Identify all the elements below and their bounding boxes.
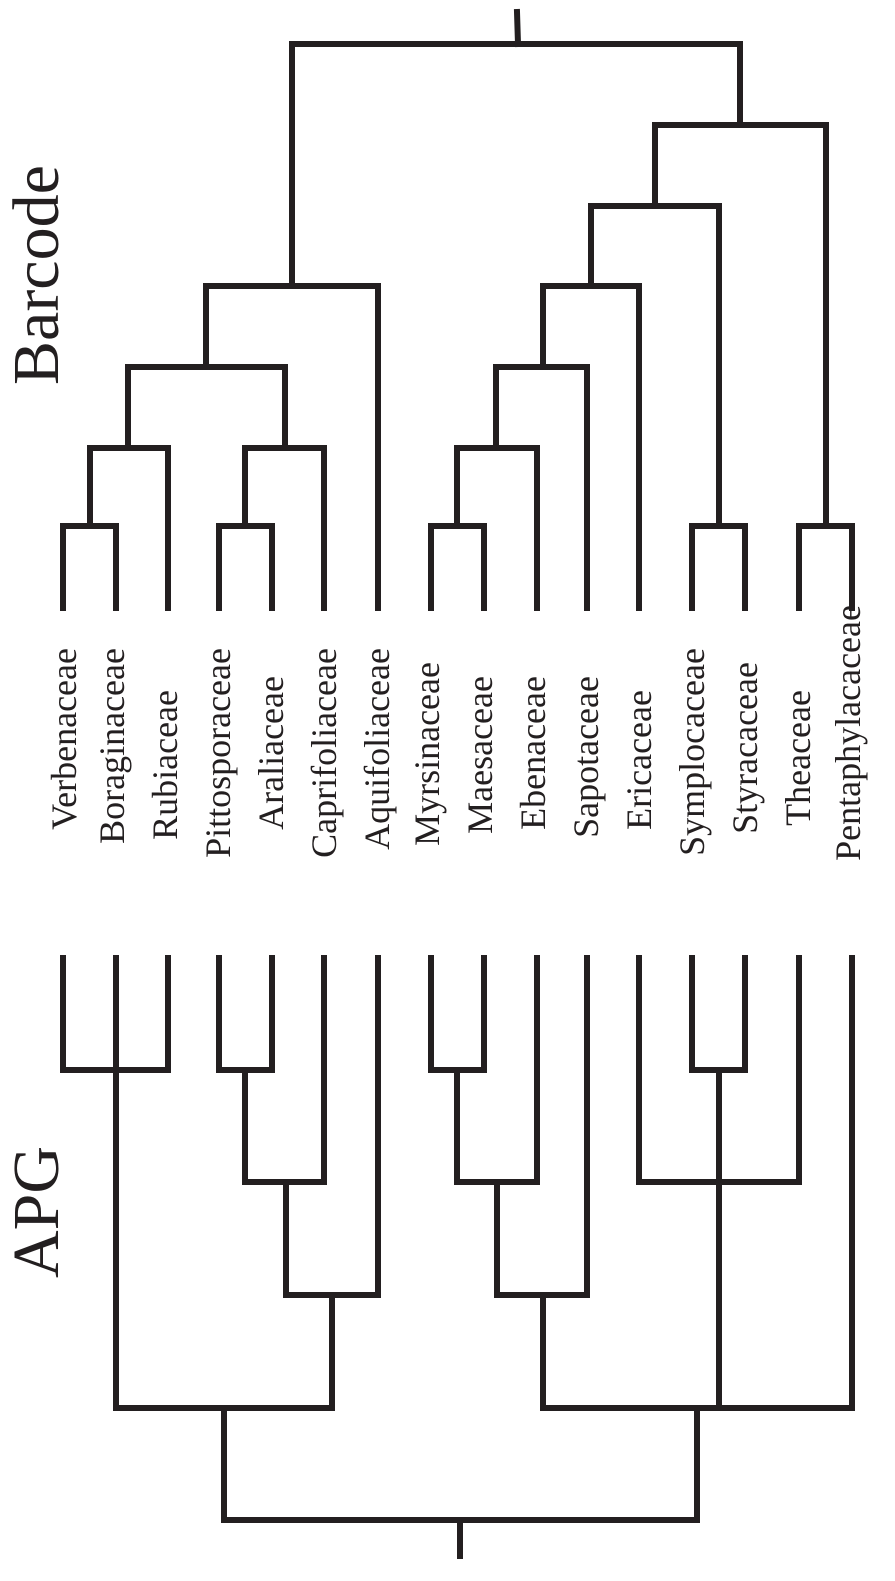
taxon-label: Styracaceae xyxy=(725,662,765,834)
taxon-label: Araliaceae xyxy=(251,676,291,830)
taxon-label: Boraginaceae xyxy=(92,648,132,844)
taxon-label: Rubiaceae xyxy=(145,690,185,840)
barcode-tree-label: Barcode xyxy=(0,165,73,385)
taxon-labels: Verbenaceae Boraginaceae Rubiaceae Pitto… xyxy=(44,605,868,861)
taxon-label: Pentaphylacaceae xyxy=(828,605,868,861)
taxon-label: Symplocaceae xyxy=(672,648,712,856)
taxon-label: Ebenaceae xyxy=(513,676,553,830)
taxon-label: Maesaceae xyxy=(460,676,500,834)
taxon-label: Sapotaceae xyxy=(566,676,606,838)
apg-tree xyxy=(60,955,855,1559)
taxon-label: Pittosporaceae xyxy=(198,648,238,858)
taxon-label: Verbenaceae xyxy=(44,648,84,830)
apg-tree-label: APG xyxy=(0,1146,73,1278)
taxon-label: Ericaceae xyxy=(619,690,659,830)
barcode-tree xyxy=(60,8,855,611)
taxon-label: Theaceae xyxy=(778,690,818,826)
taxon-label: Myrsinaceae xyxy=(407,662,447,846)
branch xyxy=(513,8,522,48)
taxon-label: Caprifoliaceae xyxy=(304,648,344,858)
taxon-label: Aquifoliaceae xyxy=(357,648,397,850)
